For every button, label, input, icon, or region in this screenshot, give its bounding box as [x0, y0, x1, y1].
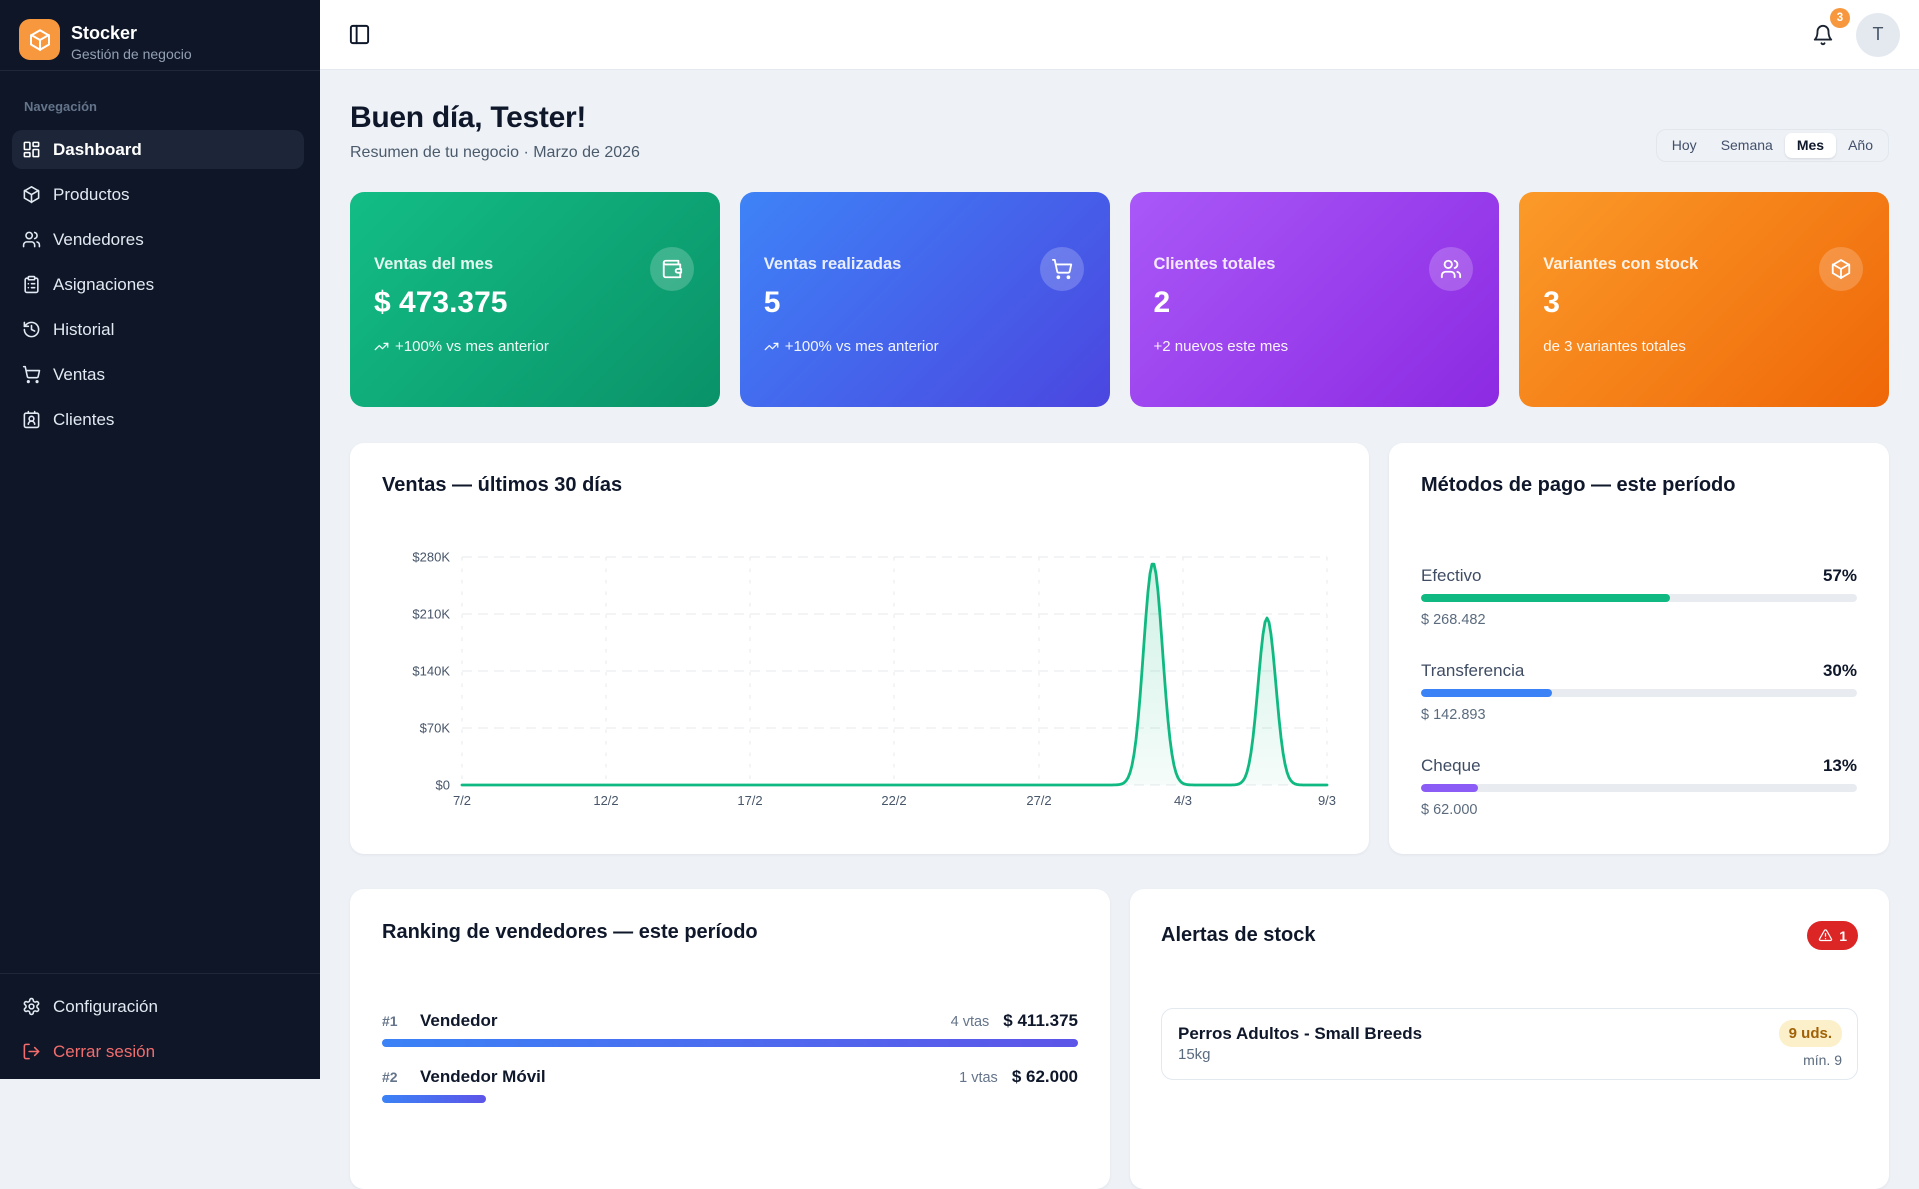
svg-text:12/2: 12/2 — [593, 793, 618, 808]
svg-text:27/2: 27/2 — [1026, 793, 1051, 808]
svg-text:$210K: $210K — [412, 607, 450, 622]
svg-text:$70K: $70K — [420, 721, 451, 736]
svg-text:$140K: $140K — [412, 664, 450, 679]
svg-text:4/3: 4/3 — [1174, 793, 1192, 808]
svg-text:7/2: 7/2 — [453, 793, 471, 808]
svg-text:9/3: 9/3 — [1318, 793, 1336, 808]
svg-text:$0: $0 — [436, 778, 450, 793]
svg-text:$280K: $280K — [412, 550, 450, 565]
svg-text:17/2: 17/2 — [737, 793, 762, 808]
svg-text:22/2: 22/2 — [881, 793, 906, 808]
